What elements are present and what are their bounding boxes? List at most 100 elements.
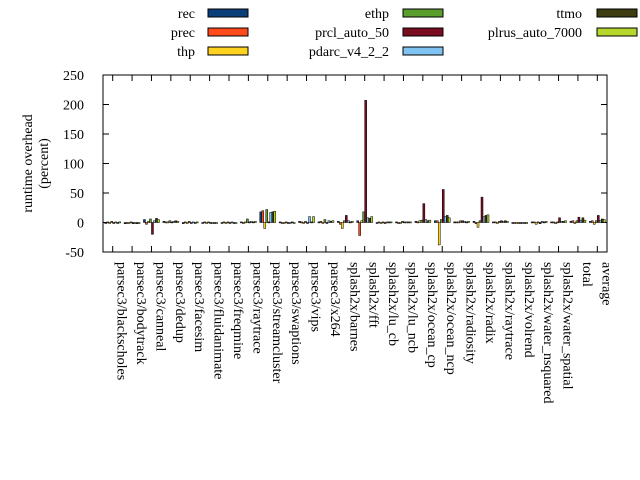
bar-plrus_auto_7000 bbox=[506, 221, 509, 223]
bar-plrus_auto_7000 bbox=[312, 216, 315, 223]
bar-plrus_auto_7000 bbox=[603, 219, 606, 223]
bar-ttmo bbox=[135, 222, 139, 224]
bar-prcl_auto_50 bbox=[383, 222, 387, 224]
bar-rec bbox=[220, 222, 224, 224]
bar-prcl_auto_50 bbox=[441, 189, 445, 223]
bar-prcl_auto_50 bbox=[480, 196, 484, 223]
bar-prec bbox=[145, 222, 148, 225]
bar-thp bbox=[147, 221, 150, 223]
bar-plrus_auto_7000 bbox=[137, 222, 141, 224]
bar-prcl_auto_50 bbox=[170, 221, 174, 224]
bar-ethp bbox=[226, 221, 230, 224]
legend-label: thp bbox=[177, 45, 195, 60]
bar-prec bbox=[532, 221, 536, 224]
bar-pdarc_v4_2_2 bbox=[424, 219, 428, 223]
y-axis-label: runtime overhead (percent) bbox=[21, 114, 52, 212]
bar-prec bbox=[203, 221, 206, 224]
bar-rec bbox=[278, 221, 282, 224]
legend-swatch bbox=[207, 27, 249, 37]
bar-rec bbox=[337, 221, 340, 223]
bar-pdarc_v4_2_2 bbox=[560, 221, 563, 223]
bar-prcl_auto_50 bbox=[189, 222, 193, 224]
x-tick-label: splash2x/fft bbox=[366, 262, 381, 328]
bar-thp bbox=[360, 220, 363, 223]
legend-label: prcl_auto_50 bbox=[315, 26, 389, 41]
legend-swatch bbox=[596, 27, 638, 37]
x-tick-label: parsec3/streamcluster bbox=[269, 262, 284, 384]
bar-thp bbox=[476, 222, 480, 228]
bar-prec bbox=[571, 220, 575, 223]
bar-ttmo bbox=[601, 218, 604, 223]
bar-ethp bbox=[129, 221, 133, 224]
bar-pdarc_v4_2_2 bbox=[540, 221, 544, 223]
bar-ttmo bbox=[504, 220, 507, 223]
bar-ethp bbox=[362, 211, 365, 223]
bar-pdarc_v4_2_2 bbox=[482, 216, 486, 223]
bar-ethp bbox=[459, 220, 462, 223]
bar-ttmo bbox=[252, 221, 255, 224]
legend-label: ttmo bbox=[556, 7, 582, 22]
bar-ttmo bbox=[581, 217, 585, 223]
bar-thp bbox=[515, 222, 519, 224]
bar-ethp bbox=[149, 218, 152, 223]
bar-rec bbox=[123, 222, 127, 224]
x-tick-label: parsec3/canneal bbox=[152, 262, 167, 351]
bar-ethp bbox=[246, 218, 249, 223]
bar-prec bbox=[183, 221, 187, 224]
bar-ttmo bbox=[329, 221, 333, 223]
bar-prcl_auto_50 bbox=[538, 222, 542, 224]
bar-ttmo bbox=[290, 221, 294, 224]
bar-prcl_auto_50 bbox=[228, 222, 232, 224]
bar-ethp bbox=[595, 220, 598, 223]
bar-plrus_auto_7000 bbox=[195, 221, 199, 224]
bar-ethp bbox=[110, 221, 113, 223]
plot-frame bbox=[102, 74, 608, 253]
bar-plrus_auto_7000 bbox=[370, 216, 373, 223]
bar-plrus_auto_7000 bbox=[254, 221, 257, 223]
bar-pdarc_v4_2_2 bbox=[308, 216, 311, 223]
bar-pdarc_v4_2_2 bbox=[133, 222, 137, 224]
bar-prcl_auto_50 bbox=[112, 222, 115, 224]
bar-rec bbox=[395, 221, 398, 224]
bar-prcl_auto_50 bbox=[519, 222, 523, 224]
bar-ttmo bbox=[465, 221, 468, 224]
bar-ttmo bbox=[368, 218, 371, 223]
x-tick-label: average bbox=[598, 262, 613, 306]
bar-rec bbox=[181, 222, 185, 224]
bar-prec bbox=[319, 221, 323, 223]
y-tick-label: 100 bbox=[63, 158, 84, 173]
y-axis-label-line: runtime overhead bbox=[21, 114, 36, 212]
bar-prec bbox=[591, 220, 594, 223]
bar-ttmo bbox=[484, 215, 488, 223]
bar-pdarc_v4_2_2 bbox=[347, 220, 350, 223]
bar-rec bbox=[589, 221, 592, 223]
bar-prec bbox=[242, 222, 245, 224]
bar-ttmo bbox=[387, 221, 391, 224]
bar-prcl_auto_50 bbox=[364, 100, 367, 223]
bar-ethp bbox=[420, 219, 424, 223]
bar-thp bbox=[185, 222, 189, 224]
x-tick-label: parsec3/facesim bbox=[191, 262, 206, 352]
bar-ttmo bbox=[174, 220, 178, 223]
x-tick-label: parsec3/swaptions bbox=[288, 262, 303, 365]
bar-rec bbox=[240, 221, 243, 224]
bar-pdarc_v4_2_2 bbox=[172, 221, 176, 223]
bar-ethp bbox=[304, 221, 307, 223]
bar-prcl_auto_50 bbox=[151, 222, 154, 235]
bar-prcl_auto_50 bbox=[267, 221, 271, 224]
bar-ethp bbox=[439, 219, 443, 223]
bar-ethp bbox=[343, 220, 346, 223]
x-axis-labels: parsec3/blackscholes parsec3/bodytrack par… bbox=[114, 262, 614, 404]
bar-ethp bbox=[284, 221, 288, 224]
bar-pdarc_v4_2_2 bbox=[366, 217, 369, 223]
bar-ethp bbox=[187, 221, 191, 223]
bar-prcl_auto_50 bbox=[248, 221, 251, 224]
bar-pdarc_v4_2_2 bbox=[463, 221, 466, 223]
bar-plrus_auto_7000 bbox=[389, 221, 393, 224]
bar-pdarc_v4_2_2 bbox=[114, 221, 117, 224]
bar-plrus_auto_7000 bbox=[525, 222, 529, 224]
bar-pdarc_v4_2_2 bbox=[230, 221, 234, 224]
bar-pdarc_v4_2_2 bbox=[191, 221, 195, 224]
bar-thp bbox=[593, 222, 596, 225]
